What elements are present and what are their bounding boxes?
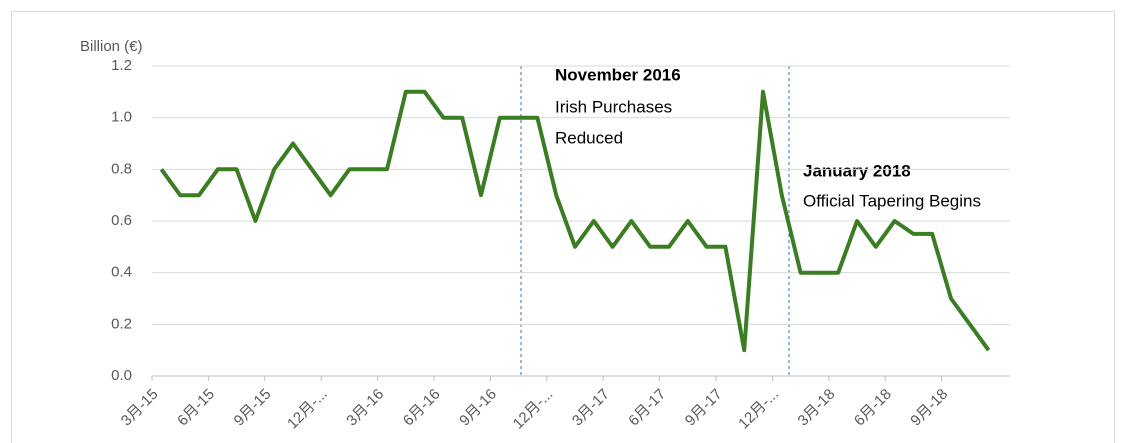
- y-tick-label: 0.6: [111, 212, 132, 229]
- x-tick-label: 6月-18: [851, 386, 895, 430]
- y-tick-label: 0.2: [111, 315, 132, 332]
- x-tick-label: 12月-...: [284, 386, 331, 433]
- y-tick-label: 1.0: [111, 109, 132, 126]
- y-tick-label: 0.0: [111, 367, 132, 384]
- x-tick-label: 9月-16: [456, 386, 500, 430]
- x-tick-label: 3月-15: [118, 386, 162, 430]
- y-tick-label: 0.8: [111, 160, 132, 177]
- annotation-title: January 2018: [803, 161, 911, 180]
- data-line: [159, 89, 991, 353]
- annotation-text: Irish Purchases: [555, 97, 672, 116]
- x-tick-label: 9月-18: [907, 386, 951, 430]
- annotation-text: Reduced: [555, 128, 623, 147]
- y-axis-label: Billion (€): [80, 38, 143, 55]
- x-tick-label: 3月-17: [569, 386, 613, 430]
- x-tick-label: 9月-15: [231, 386, 275, 430]
- annotation-title: November 2016: [555, 65, 681, 84]
- x-tick-label: 12月-...: [510, 386, 557, 433]
- y-tick-label: 1.2: [111, 57, 132, 74]
- x-tick-label: 3月-16: [343, 386, 387, 430]
- x-tick-label: 6月-16: [400, 386, 444, 430]
- x-tick-label: 6月-15: [174, 386, 218, 430]
- chart-border: [11, 11, 1115, 443]
- x-tick-label: 9月-17: [682, 386, 726, 430]
- x-tick-label: 3月-18: [795, 386, 839, 430]
- annotation-text: Official Tapering Begins: [803, 191, 981, 210]
- x-tick-label: 12月-...: [735, 386, 782, 433]
- x-tick-label: 6月-17: [625, 386, 669, 430]
- y-tick-label: 0.4: [111, 264, 132, 281]
